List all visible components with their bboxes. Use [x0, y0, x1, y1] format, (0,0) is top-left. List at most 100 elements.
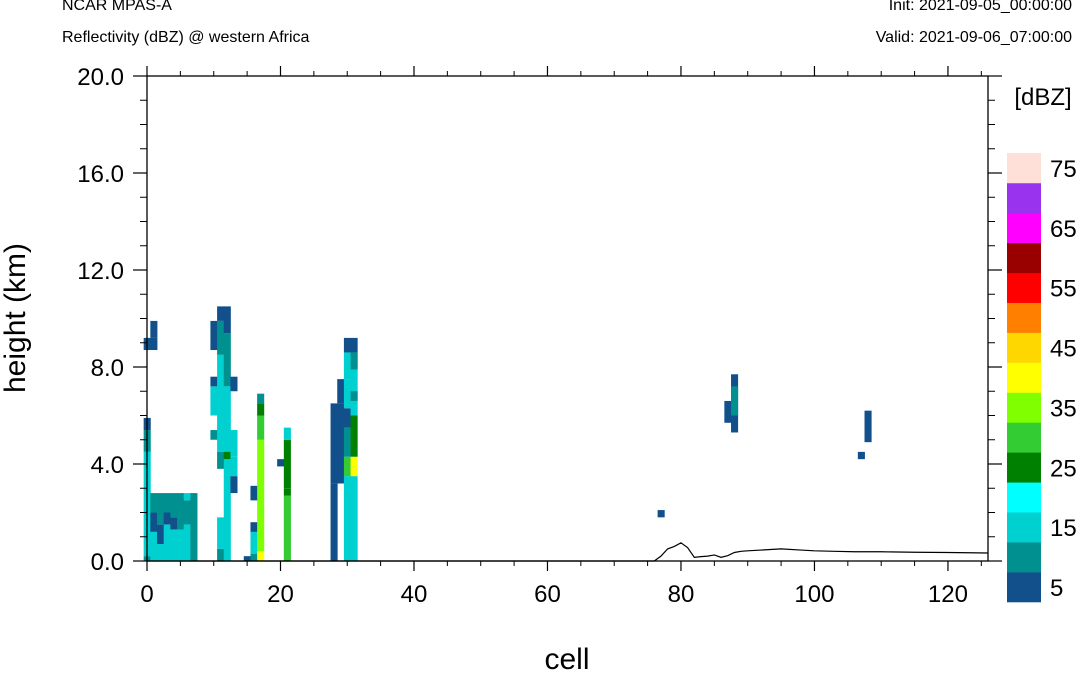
- colorbar-swatch: [1007, 242, 1041, 274]
- colorbar-swatch: [1007, 542, 1041, 573]
- reflectivity-cell: [217, 306, 225, 321]
- y-axis-label: height (km): [0, 243, 32, 393]
- y-tick-label: 8.0: [91, 355, 124, 382]
- reflectivity-cell: [283, 439, 291, 489]
- x-tick-label: 100: [794, 581, 834, 608]
- reflectivity-cell: [217, 354, 225, 452]
- reflectivity-cell: [190, 493, 198, 561]
- reflectivity-cell: [210, 376, 218, 387]
- reflectivity-cell: [350, 393, 358, 416]
- colorbar: 5 15 25 35 45 55 65 75: [1007, 153, 1077, 603]
- reflectivity-cell: [343, 427, 351, 457]
- reflectivity-cell: [343, 337, 351, 353]
- colorbar-label: 25: [1050, 455, 1077, 482]
- colorbar-label: 55: [1050, 276, 1077, 303]
- reflectivity-cell: [250, 522, 258, 532]
- reflectivity-cell: [257, 403, 265, 416]
- reflectivity-cell: [210, 430, 218, 440]
- reflectivity-cell: [350, 337, 358, 353]
- reflectivity-cell: [257, 415, 265, 440]
- reflectivity-cell: [350, 415, 358, 457]
- reflectivity-cell: [350, 352, 358, 394]
- reflectivity-cell: [163, 524, 171, 561]
- colorbar-label: 5: [1050, 575, 1063, 602]
- reflectivity-cell: [230, 456, 238, 477]
- colorbar-label: 65: [1050, 216, 1077, 243]
- reflectivity-cell: [283, 427, 291, 440]
- axis-ticks: 0 20 40 60 80 100 120 0.0 4.0 8.0 12.0 16.0 20.0: [77, 64, 1002, 608]
- reflectivity-cell: [163, 493, 171, 513]
- reflectivity-cell: [170, 529, 178, 561]
- model-title: NCAR MPAS-A: [62, 0, 172, 14]
- valid-time: Valid: 2021-09-06_07:00:00: [875, 29, 1072, 46]
- reflectivity-cell: [223, 451, 231, 460]
- colorbar-swatch: [1007, 422, 1041, 453]
- reflectivity-cell: [217, 320, 225, 355]
- reflectivity-cell: [157, 524, 165, 545]
- reflectivity-cell: [150, 320, 158, 338]
- reflectivity-cell: [343, 379, 351, 409]
- reflectivity-cell: [277, 459, 285, 467]
- x-tick-label: 60: [534, 581, 561, 608]
- reflectivity-cell: [230, 476, 238, 494]
- x-tick-label: 120: [928, 581, 968, 608]
- reflectivity-cell: [283, 488, 291, 496]
- reflectivity-cell: [150, 512, 158, 532]
- reflectivity-cell: [150, 493, 158, 513]
- reflectivity-cell: [857, 451, 865, 460]
- reflectivity-cell: [257, 439, 265, 552]
- reflectivity-cell: [210, 320, 218, 351]
- reflectivity-cell: [183, 524, 191, 561]
- y-tick-label: 20.0: [77, 64, 124, 91]
- reflectivity-cell: [177, 493, 185, 530]
- reflectivity-cell: [217, 548, 225, 561]
- colorbar-swatch: [1007, 302, 1041, 333]
- colorbar-swatch: [1007, 153, 1041, 184]
- reflectivity-cell: [223, 386, 231, 460]
- reflectivity-cell: [724, 400, 732, 423]
- reflectivity-cell: [350, 456, 358, 477]
- reflectivity-cell: [330, 403, 338, 484]
- reflectivity-cell: [157, 493, 165, 525]
- reflectivity-cell: [657, 510, 665, 518]
- reflectivity-cell: [343, 408, 351, 428]
- x-tick-label: 0: [140, 581, 153, 608]
- y-tick-label: 4.0: [91, 452, 124, 479]
- reflectivity-cell: [343, 476, 351, 561]
- colorbar-label: 15: [1050, 515, 1077, 542]
- reflectivity-cell: [223, 306, 231, 334]
- reflectivity-cell: [150, 531, 158, 561]
- reflectivity-cell: [283, 495, 291, 561]
- colorbar-swatch: [1007, 362, 1041, 393]
- reflectivity-cell: [150, 337, 158, 351]
- y-tick-label: 12.0: [77, 258, 124, 285]
- x-axis-label: cell: [544, 643, 589, 676]
- colorbar-swatch: [1007, 392, 1041, 423]
- reflectivity-cell: [163, 512, 171, 525]
- colorbar-label: 35: [1050, 395, 1077, 422]
- reflectivity-cell: [350, 391, 358, 401]
- reflectivity-cell: [170, 517, 178, 530]
- x-tick-label: 40: [401, 581, 428, 608]
- colorbar-swatch: [1007, 182, 1041, 214]
- reflectivity-cell: [257, 551, 265, 561]
- reflectivity-cell: [250, 531, 258, 554]
- reflectivity-cell: [177, 529, 185, 561]
- reflectivity-cell: [350, 352, 358, 370]
- reflectivity-cell: [183, 493, 191, 501]
- colorbar-swatch: [1007, 272, 1041, 303]
- terrain-line: [147, 542, 989, 562]
- colorbar-swatch: [1007, 572, 1041, 603]
- reflectivity-cell: [170, 493, 178, 518]
- reflectivity-cell: [183, 500, 191, 525]
- reflectivity-cell: [250, 553, 258, 561]
- colorbar-swatch: [1007, 212, 1041, 244]
- colorbar-swatch: [1007, 332, 1041, 363]
- reflectivity-cell: [217, 451, 225, 469]
- colorbar-label: 75: [1050, 156, 1077, 183]
- reflectivity-cell: [250, 485, 258, 501]
- reflectivity-cell: [864, 410, 872, 443]
- reflectivity-cell: [230, 430, 238, 457]
